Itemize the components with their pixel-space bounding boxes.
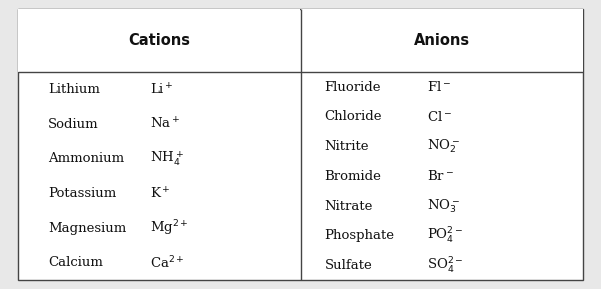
Text: Cations: Cations bbox=[128, 33, 191, 48]
Text: Fluoride: Fluoride bbox=[325, 81, 381, 94]
Text: Magnesium: Magnesium bbox=[48, 222, 126, 235]
Text: SO$_4^{2-}$: SO$_4^{2-}$ bbox=[427, 255, 463, 275]
Text: Potassium: Potassium bbox=[48, 187, 117, 200]
Text: Mg$^{2+}$: Mg$^{2+}$ bbox=[150, 218, 189, 238]
Text: Sulfate: Sulfate bbox=[325, 259, 372, 272]
Text: K$^+$: K$^+$ bbox=[150, 186, 171, 201]
Text: Br$^-$: Br$^-$ bbox=[427, 169, 454, 183]
Text: NH$_4^+$: NH$_4^+$ bbox=[150, 149, 184, 168]
Text: NO$_3^-$: NO$_3^-$ bbox=[427, 197, 460, 215]
Text: Ammonium: Ammonium bbox=[48, 153, 124, 165]
Text: Li$^+$: Li$^+$ bbox=[150, 82, 174, 97]
Text: Nitrite: Nitrite bbox=[325, 140, 369, 153]
Text: Sodium: Sodium bbox=[48, 118, 99, 131]
Text: Anions: Anions bbox=[413, 33, 470, 48]
Text: Phosphate: Phosphate bbox=[325, 229, 394, 242]
Text: NO$_2^-$: NO$_2^-$ bbox=[427, 138, 460, 155]
Text: Lithium: Lithium bbox=[48, 83, 100, 96]
Text: PO$_4^{2-}$: PO$_4^{2-}$ bbox=[427, 226, 463, 246]
Text: Cl$^-$: Cl$^-$ bbox=[427, 110, 452, 124]
Text: Fl$^-$: Fl$^-$ bbox=[427, 80, 451, 94]
Text: Chloride: Chloride bbox=[325, 110, 382, 123]
Text: Na$^+$: Na$^+$ bbox=[150, 117, 180, 132]
Text: Bromide: Bromide bbox=[325, 170, 382, 183]
Text: Nitrate: Nitrate bbox=[325, 199, 373, 212]
Bar bbox=[300, 9, 583, 72]
Text: Calcium: Calcium bbox=[48, 257, 103, 269]
Text: Ca$^{2+}$: Ca$^{2+}$ bbox=[150, 255, 185, 271]
Bar bbox=[18, 9, 300, 72]
